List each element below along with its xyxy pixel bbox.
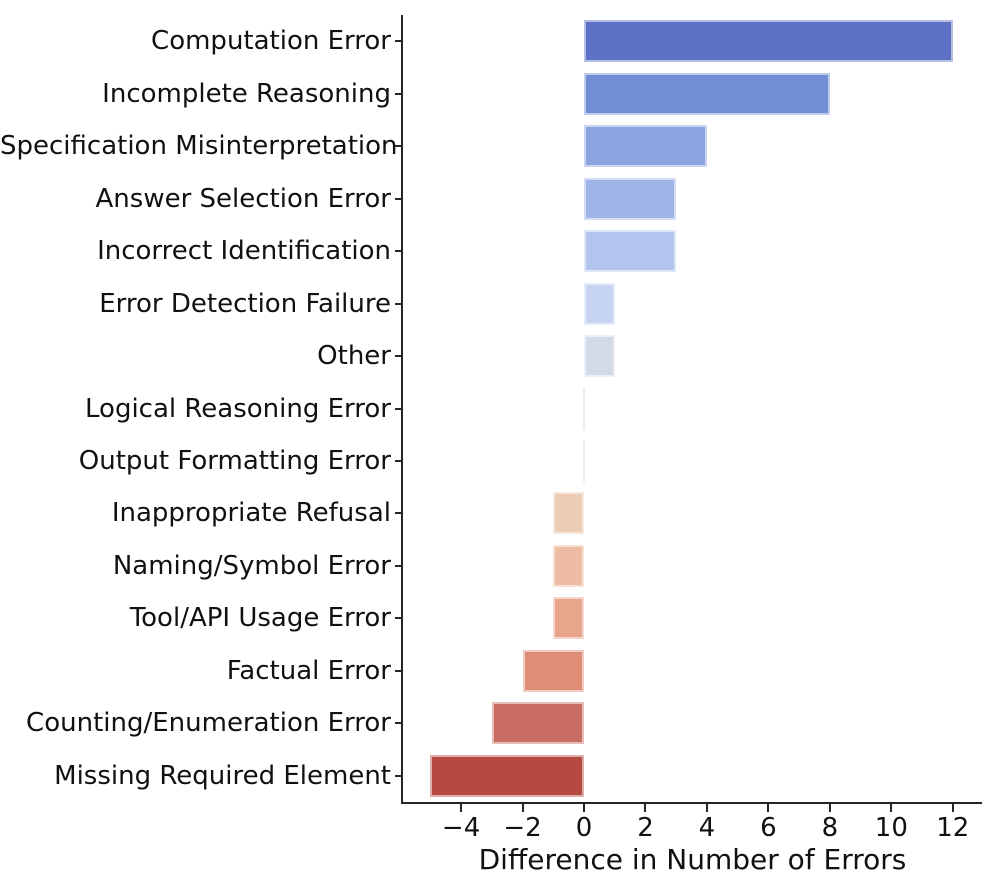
plot-area [403, 15, 982, 802]
x-tick-label: −4 [441, 813, 481, 843]
x-tick-mark [644, 804, 647, 812]
y-tick-mark [395, 669, 403, 672]
y-tick-label: Missing Required Element [54, 760, 391, 791]
y-tick-label: Computation Error [151, 26, 391, 57]
x-tick-mark [890, 804, 893, 812]
y-tick-mark [395, 40, 403, 43]
x-tick-mark [460, 804, 463, 812]
x-tick-mark [828, 804, 831, 812]
x-tick-mark [951, 804, 954, 812]
y-tick-mark [395, 722, 403, 725]
y-tick-mark [395, 774, 403, 777]
y-tick-label: Logical Reasoning Error [85, 393, 391, 424]
x-tick-label: 2 [637, 813, 654, 843]
x-tick-label: −2 [503, 813, 542, 843]
y-tick-label: Error Detection Failure [99, 288, 391, 319]
bar [553, 597, 584, 640]
y-tick-label: Answer Selection Error [95, 183, 391, 214]
bar [584, 282, 615, 325]
bar [584, 230, 677, 273]
x-tick-mark [705, 804, 708, 812]
x-tick-label: 12 [936, 813, 970, 843]
y-tick-label: Inappropriate Refusal [111, 498, 391, 529]
x-tick-label: 10 [874, 813, 908, 843]
bar [553, 492, 584, 535]
bar [584, 72, 830, 115]
x-tick-label: 4 [698, 813, 716, 843]
y-tick-mark [395, 145, 403, 148]
y-axis-spine [401, 15, 403, 804]
y-tick-mark [395, 407, 403, 410]
y-tick-mark [395, 197, 403, 200]
y-tick-mark [395, 250, 403, 253]
y-tick-label: Factual Error [226, 655, 391, 686]
x-axis-title: Difference in Number of Errors [478, 843, 907, 876]
bar [584, 125, 707, 168]
bar [553, 544, 584, 587]
y-tick-mark [395, 302, 403, 305]
y-tick-mark [395, 459, 403, 462]
y-tick-mark [395, 564, 403, 567]
bar [584, 335, 615, 378]
y-tick-mark [395, 355, 403, 358]
bar [584, 20, 953, 63]
y-tick-label: Naming/Symbol Error [112, 550, 391, 581]
y-tick-label: Output Formatting Error [78, 445, 391, 476]
x-axis-spine [401, 802, 982, 804]
y-tick-label: Counting/Enumeration Error [26, 708, 391, 739]
bar [430, 754, 584, 797]
y-tick-label: Other [317, 341, 391, 372]
bar [583, 439, 585, 482]
y-tick-label: Specification Misinterpretation [0, 131, 398, 162]
y-tick-mark [395, 617, 403, 620]
bar [584, 177, 677, 220]
y-tick-mark [395, 92, 403, 95]
bar [522, 649, 584, 692]
x-tick-mark [583, 804, 585, 812]
bar [491, 702, 584, 745]
x-tick-label: 0 [575, 813, 593, 843]
bar [583, 387, 585, 430]
x-tick-label: 6 [760, 813, 777, 843]
x-tick-mark [521, 804, 524, 812]
y-tick-label: Incorrect Identification [97, 236, 391, 267]
y-tick-mark [395, 512, 403, 515]
x-tick-label: 8 [821, 813, 839, 843]
y-tick-label: Tool/API Usage Error [129, 603, 391, 634]
y-tick-label: Incomplete Reasoning [102, 78, 391, 109]
x-tick-mark [767, 804, 770, 812]
